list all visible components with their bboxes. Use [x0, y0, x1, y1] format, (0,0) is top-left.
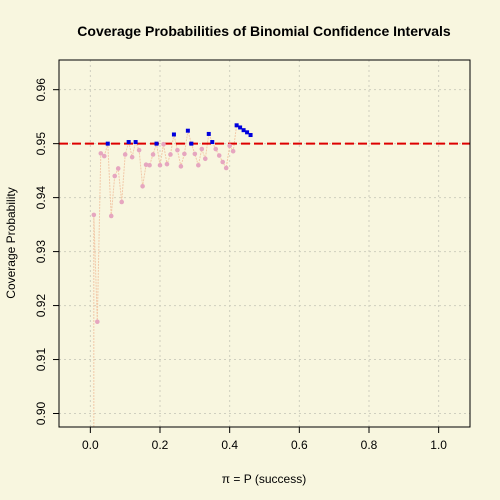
data-point-below: [179, 164, 184, 169]
data-point-below: [182, 152, 187, 157]
data-point-below: [200, 147, 205, 152]
data-point-below: [196, 163, 201, 168]
data-point-above: [235, 123, 239, 127]
y-tick-label: 0.96: [34, 78, 48, 102]
data-point-below: [203, 156, 208, 161]
y-tick-label: 0.93: [34, 240, 48, 264]
data-point-below: [213, 147, 218, 152]
y-tick-label: 0.95: [34, 132, 48, 156]
chart-title: Coverage Probabilities of Binomial Confi…: [77, 23, 451, 39]
data-point-above: [189, 142, 193, 146]
data-point-below: [102, 154, 107, 159]
y-tick-label: 0.90: [34, 402, 48, 426]
data-point-above: [155, 142, 159, 146]
data-point-above: [245, 130, 249, 134]
data-point-below: [137, 148, 142, 153]
data-point-below: [95, 319, 100, 324]
data-point-below: [165, 162, 170, 167]
data-point-below: [227, 144, 232, 149]
y-tick-label: 0.92: [34, 294, 48, 318]
x-tick-label: 0.4: [221, 438, 238, 452]
y-axis-label: Coverage Probability: [4, 187, 18, 298]
data-point-below: [119, 200, 124, 205]
x-tick-label: 1.0: [430, 438, 447, 452]
data-point-below: [158, 163, 163, 168]
data-point-below: [92, 213, 97, 218]
data-point-below: [193, 152, 198, 157]
data-point-below: [147, 163, 152, 168]
data-point-below: [175, 148, 180, 153]
data-point-above: [106, 142, 110, 146]
data-point-below: [220, 160, 225, 165]
data-point-above: [207, 132, 211, 136]
data-point-below: [112, 174, 117, 179]
data-point-below: [161, 142, 166, 147]
y-tick-label: 0.91: [34, 348, 48, 372]
data-point-below: [116, 166, 121, 171]
data-point-below: [151, 152, 156, 157]
data-point-above: [186, 129, 190, 133]
data-point-above: [210, 140, 214, 144]
data-point-below: [130, 155, 135, 160]
data-point-below: [168, 152, 173, 157]
data-point-above: [249, 133, 253, 137]
x-tick-label: 0.8: [361, 438, 378, 452]
data-point-below: [140, 184, 145, 189]
data-point-below: [109, 214, 114, 219]
x-tick-label: 0.0: [82, 438, 99, 452]
data-point-below: [123, 152, 128, 157]
x-axis-label: π = P (success): [222, 472, 306, 486]
y-tick-label: 0.94: [34, 186, 48, 210]
x-tick-label: 0.2: [152, 438, 169, 452]
x-tick-label: 0.6: [291, 438, 308, 452]
data-point-above: [127, 140, 131, 144]
data-point-above: [242, 128, 246, 132]
data-point-above: [134, 140, 138, 144]
data-point-below: [231, 149, 236, 154]
data-point-above: [172, 132, 176, 136]
data-point-below: [217, 153, 222, 158]
data-point-above: [238, 125, 242, 129]
data-point-below: [224, 166, 229, 171]
